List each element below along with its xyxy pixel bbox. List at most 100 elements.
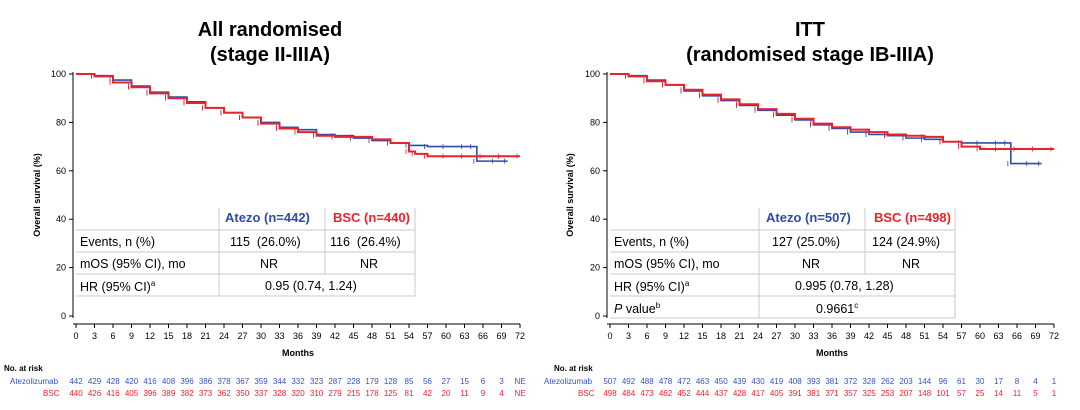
x-tick-label: 33 (274, 331, 284, 341)
x-tick-label: 69 (496, 331, 506, 341)
x-tick-label: 3 (92, 331, 97, 341)
risk-value-bsc: 148 (917, 389, 932, 398)
risk-value-atezo: 344 (272, 377, 287, 386)
y-tick-label: 0 (595, 311, 600, 321)
risk-value-atezo: 8 (1014, 377, 1020, 386)
y-tick-label: 80 (56, 117, 66, 127)
risk-value-atezo: NE (514, 377, 526, 386)
risk-value-bsc: 215 (346, 389, 361, 398)
hr-label-sup: a (150, 279, 156, 288)
table-row-hr-label: HR (95% CI)a (80, 279, 155, 294)
risk-value-atezo: 386 (198, 377, 213, 386)
pvalue-value-sup: c (854, 301, 859, 310)
x-tick-label: 48 (901, 331, 911, 341)
x-tick-label: 15 (163, 331, 173, 341)
risk-value-bsc: 381 (806, 389, 821, 398)
risk-value-atezo: 428 (106, 377, 120, 386)
x-tick-label: 57 (956, 331, 966, 341)
x-tick-label: 72 (515, 331, 525, 341)
x-tick-label: 51 (385, 331, 395, 341)
table-row-events-bsc: 116 (26.4%) (330, 235, 401, 249)
x-tick-label: 57 (422, 331, 432, 341)
table-row-events-bsc: 124 (24.9%) (872, 235, 941, 249)
x-tick-label: 33 (808, 331, 818, 341)
chart-panel-all-randomised: All randomised (stage II-IIIA) 0 20 40 60 80… (4, 19, 526, 398)
risk-table-title: No. at risk (4, 364, 43, 373)
table-row-mos-label: mOS (95% CI), mo (614, 257, 720, 271)
risk-value-bsc: 101 (936, 389, 950, 398)
chart-title: ITT (randomised stage IB-IIIA) (540, 18, 1080, 68)
table-row-pvalue-value: 0.9661c (816, 301, 858, 316)
x-tick-label: 9 (663, 331, 668, 341)
risk-row-label-bsc: BSC (578, 389, 595, 398)
x-tick-label: 12 (679, 331, 689, 341)
risk-value-atezo: 332 (291, 377, 305, 386)
table-header-bsc: BSC (n=498) (874, 210, 951, 225)
risk-value-atezo: 17 (994, 377, 1003, 386)
table-row-hr-label: HR (95% CI)a (614, 279, 689, 294)
risk-value-atezo: 396 (180, 377, 194, 386)
x-tick-label: 15 (697, 331, 707, 341)
x-tick-label: 18 (182, 331, 192, 341)
risk-value-atezo: 3 (499, 377, 504, 386)
risk-value-bsc: 325 (862, 389, 876, 398)
table-row-hr-value: 0.995 (0.78, 1.28) (795, 279, 894, 293)
risk-value-bsc: 253 (880, 389, 895, 398)
risk-value-bsc: 20 (441, 389, 451, 398)
risk-value-atezo: 472 (677, 377, 691, 386)
risk-value-bsc: 125 (383, 389, 398, 398)
x-axis-label: Months (816, 348, 848, 358)
risk-value-atezo: 96 (938, 377, 948, 386)
x-tick-label: 66 (478, 331, 488, 341)
x-tick-label: 30 (790, 331, 800, 341)
y-axis-label: Overall survival (%) (565, 153, 575, 237)
x-tick-label: 30 (256, 331, 266, 341)
risk-value-atezo: 30 (975, 377, 985, 386)
risk-value-atezo: 430 (751, 377, 765, 386)
risk-value-atezo: 56 (423, 377, 432, 386)
x-tick-label: 45 (348, 331, 358, 341)
pvalue-value-text: 0.9661 (816, 302, 855, 317)
table-header-atezo: Atezo (n=507) (766, 210, 851, 225)
risk-value-bsc: 178 (365, 389, 379, 398)
y-tick-label: 0 (61, 311, 66, 321)
risk-value-bsc: 42 (423, 389, 432, 398)
risk-value-atezo: 429 (87, 377, 102, 386)
series-line-bsc (76, 73, 520, 158)
risk-value-atezo: 378 (217, 377, 231, 386)
risk-value-bsc: 14 (994, 389, 1003, 398)
risk-value-atezo: 463 (695, 377, 710, 386)
risk-value-atezo: 144 (917, 377, 932, 386)
risk-value-bsc: 391 (788, 389, 802, 398)
risk-value-bsc: 25 (975, 389, 985, 398)
risk-value-bsc: 11 (1012, 389, 1022, 398)
risk-value-bsc: 337 (254, 389, 268, 398)
x-tick-label: 27 (237, 331, 247, 341)
risk-value-bsc: 417 (751, 389, 765, 398)
risk-value-bsc: 371 (825, 389, 839, 398)
risk-value-atezo: 488 (640, 377, 654, 386)
x-tick-label: 21 (734, 331, 744, 341)
risk-value-bsc: 9 (480, 389, 486, 398)
risk-value-bsc: 498 (603, 389, 617, 398)
pvalue-label-italic: P (614, 302, 623, 317)
risk-row-label-atezo: Atezolizumab (10, 377, 59, 386)
chart-title-line2: (randomised stage IB-IIIA) (686, 44, 934, 66)
chart-panel-itt: ITT (randomised stage IB-IIIA) 0 20 40 60 80… (540, 0, 1080, 410)
risk-value-atezo: 262 (880, 377, 895, 386)
risk-value-atezo: 416 (143, 377, 157, 386)
x-tick-label: 0 (607, 331, 612, 341)
risk-value-atezo: 128 (383, 377, 398, 386)
x-tick-label: 42 (330, 331, 340, 341)
risk-value-atezo: 6 (480, 377, 486, 386)
risk-value-atezo: 328 (862, 377, 876, 386)
table-row-mos-atezo: NR (802, 257, 821, 271)
x-tick-label: 36 (827, 331, 837, 341)
risk-value-bsc: 452 (677, 389, 691, 398)
table-row-events-atezo: 115 (26.0%) (230, 235, 301, 249)
x-tick-label: 0 (73, 331, 78, 341)
risk-value-atezo: 478 (658, 377, 673, 386)
x-tick-label: 45 (882, 331, 892, 341)
table-row-mos-bsc: NR (902, 257, 921, 271)
risk-value-bsc: 444 (695, 389, 710, 398)
